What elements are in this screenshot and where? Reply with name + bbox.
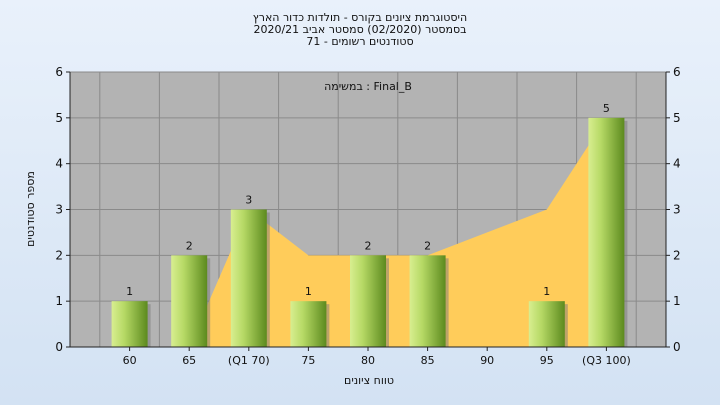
y-tick-label-left: 3 (55, 203, 63, 217)
y-tick-label-right: 5 (673, 111, 681, 125)
bar (528, 301, 565, 347)
x-tick-label: 85 (421, 354, 435, 367)
y-tick-label-left: 5 (55, 111, 63, 125)
bar (290, 301, 327, 347)
x-tick-labels: 60 65 (Q1 70) 75 80 85 90 95 (Q3 100) (123, 354, 631, 367)
x-tick-label: 80 (361, 354, 375, 367)
x-tick-label: 90 (480, 354, 494, 367)
bar (350, 255, 386, 347)
bar-value-label: 3 (245, 194, 252, 207)
bar (111, 301, 148, 347)
chart-annotation: במשימה : Final_B (324, 80, 412, 93)
x-tick-label: (Q3 100) (582, 354, 631, 367)
bar-value-label: 5 (603, 102, 610, 115)
y-tick-label-right: 4 (673, 157, 681, 171)
y-tick-label-right: 0 (673, 340, 681, 354)
chart-title-line-3: סטודנטים רשומים - 71 (306, 35, 414, 48)
y-tick-label-right: 3 (673, 203, 681, 217)
bar-value-label: 2 (424, 239, 431, 252)
y-tick-label-left: 4 (55, 157, 63, 171)
y-tick-labels-left: 0 1 2 3 4 5 6 (55, 65, 63, 354)
chart-title-line-1: היסטוגרמת ציונים בקורס - תולדות כדור האר… (252, 11, 468, 24)
y-tick-label-left: 0 (55, 340, 63, 354)
y-tick-label-left: 1 (55, 294, 63, 308)
axes-group (66, 71, 670, 351)
bar-value-label: 2 (365, 239, 372, 252)
y-axis-label: מספר סטודנטים (24, 171, 37, 247)
bar-value-label: 1 (305, 285, 312, 298)
bar-value-label: 1 (126, 285, 133, 298)
bar (230, 209, 267, 347)
bar (171, 255, 208, 347)
y-tick-label-right: 2 (673, 248, 681, 262)
y-tick-label-right: 6 (673, 65, 681, 79)
bars-group (111, 117, 628, 347)
y-tick-label-left: 2 (55, 248, 63, 262)
x-axis-label: טווח ציונים (344, 374, 394, 387)
bar-value-label: 1 (543, 285, 550, 298)
y-tick-label-left: 6 (55, 65, 63, 79)
x-tick-label: 75 (301, 354, 315, 367)
x-tick-label: 95 (540, 354, 554, 367)
bar-value-label: 2 (186, 239, 193, 252)
y-tick-label-right: 1 (673, 294, 681, 308)
x-tick-label: 65 (182, 354, 196, 367)
x-tick-label: 60 (123, 354, 137, 367)
x-tick-label: (Q1 70) (228, 354, 270, 367)
chart-title-line-2: בסמסטר (02/2020) סמסטר אביב 2020/21 (253, 23, 467, 36)
y-tick-labels-right: 0 1 2 3 4 5 6 (673, 65, 681, 354)
bar (588, 117, 625, 347)
bar-labels-group: 1 2 3 1 2 2 1 5 (126, 102, 610, 298)
bar (409, 255, 446, 347)
